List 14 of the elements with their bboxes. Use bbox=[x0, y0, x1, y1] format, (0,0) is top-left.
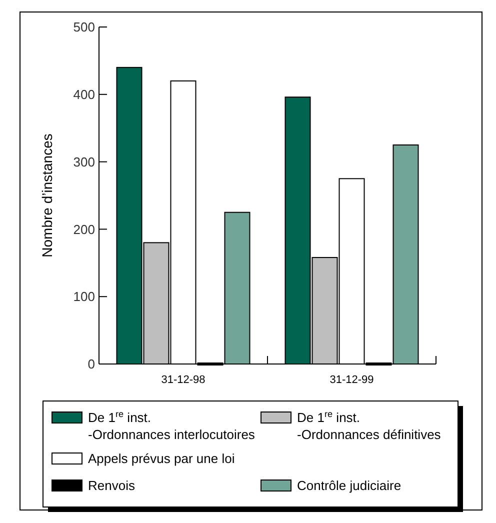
y-tick-label: 500 bbox=[73, 20, 95, 35]
legend-label: Contrôle judiciaire bbox=[297, 478, 402, 493]
y-tick-label: 300 bbox=[73, 154, 95, 170]
legend-label: Appels prévus par une loi bbox=[88, 451, 235, 466]
y-tick-label: 400 bbox=[73, 86, 95, 102]
legend-label: De 1$^{re}$ inst. -Ordonnances définitives bbox=[297, 409, 442, 442]
legend-label: Renvois bbox=[88, 478, 136, 493]
legend-label: De 1$^{re}$ inst. -Ordonnances interlocutoires bbox=[88, 409, 256, 442]
y-tick-label: 200 bbox=[73, 222, 95, 237]
y-tick-label: 100 bbox=[73, 289, 95, 304]
y-tick-label: 0 bbox=[88, 356, 95, 372]
x-tick-label: 31-12-98 bbox=[161, 374, 206, 386]
x-tick-label: 31-12-99 bbox=[330, 374, 374, 386]
y-axis-title: Nombre d’instances bbox=[39, 134, 55, 258]
